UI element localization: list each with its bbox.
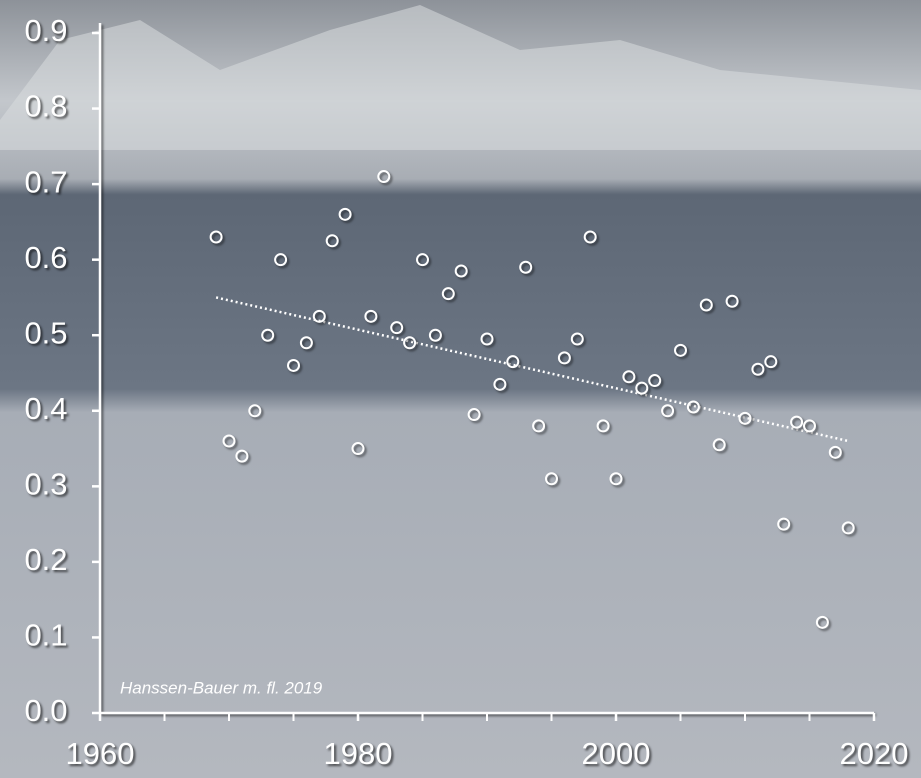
y-tick-label: 0.2 xyxy=(24,542,67,577)
chart: Hanssen-Bauer m. fl. 2019 0.0 0.1 0.2 0.3 0.… xyxy=(0,0,921,778)
y-tick-label: 0.1 xyxy=(24,618,67,653)
y-tick-label: 0.0 xyxy=(24,693,67,728)
y-tick-label: 0.4 xyxy=(24,391,67,426)
x-tick-label: 2000 xyxy=(582,736,651,771)
y-tick-label: 0.8 xyxy=(24,89,67,124)
x-tick-label: 2020 xyxy=(840,736,909,771)
x-tick-label: 1980 xyxy=(324,736,393,771)
y-tick-label: 0.3 xyxy=(24,467,67,502)
y-tick-label: 0.9 xyxy=(24,13,67,48)
y-tick-label: 0.6 xyxy=(24,240,67,275)
x-tick-label: 1960 xyxy=(66,736,135,771)
annotation: Hanssen-Bauer m. fl. 2019 xyxy=(120,678,323,697)
y-tick-label: 0.7 xyxy=(24,164,67,199)
y-tick-label: 0.5 xyxy=(24,315,67,350)
